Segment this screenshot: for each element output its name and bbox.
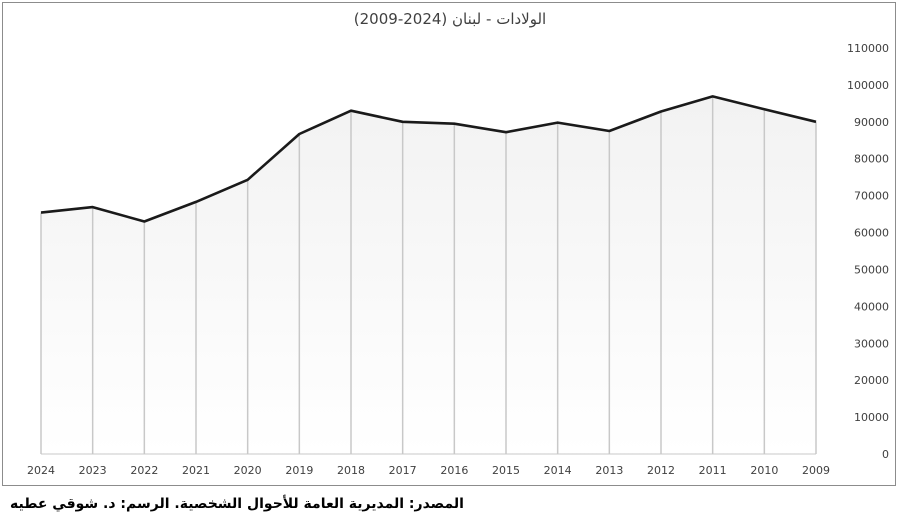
x-tick-label: 2012 [647, 464, 675, 477]
y-tick-label: 20000 [854, 374, 889, 387]
x-tick-label: 2011 [699, 464, 727, 477]
y-tick-label: 110000 [847, 42, 889, 55]
y-tick-label: 30000 [854, 337, 889, 350]
area-fill [41, 96, 816, 455]
y-tick-label: 10000 [854, 411, 889, 424]
x-tick-label: 2024 [27, 464, 55, 477]
x-tick-label: 2018 [337, 464, 365, 477]
x-tick-label: 2014 [544, 464, 572, 477]
y-tick-label: 90000 [854, 116, 889, 129]
source-note: المصدر: المديرية العامة للأحوال الشخصية.… [10, 496, 464, 512]
y-tick-label: 70000 [854, 190, 889, 203]
y-tick-label: 40000 [854, 300, 889, 313]
x-tick-label: 2021 [182, 464, 210, 477]
x-tick-label: 2022 [130, 464, 158, 477]
y-tick-label: 0 [882, 448, 889, 461]
y-tick-label: 50000 [854, 264, 889, 277]
series-line [40, 95, 817, 223]
y-tick-label: 80000 [854, 153, 889, 166]
x-tick-label: 2010 [750, 464, 778, 477]
x-tick-label: 2017 [389, 464, 417, 477]
x-tick-label: 2020 [234, 464, 262, 477]
x-tick-label: 2013 [595, 464, 623, 477]
x-tick-label: 2016 [440, 464, 468, 477]
chart-title: الولادات - لبنان (2024-2009) [353, 10, 547, 28]
x-tick-label: 2009 [802, 464, 830, 477]
x-tick-label: 2019 [285, 464, 313, 477]
x-tick-label: 2023 [79, 464, 107, 477]
y-tick-label: 60000 [854, 227, 889, 240]
line-chart: 2024 2023 2022 2021 2020 2019 2018 2017 2016 2015… [27, 42, 889, 477]
x-tick-label: 2015 [492, 464, 520, 477]
y-tick-label: 100000 [847, 79, 889, 92]
